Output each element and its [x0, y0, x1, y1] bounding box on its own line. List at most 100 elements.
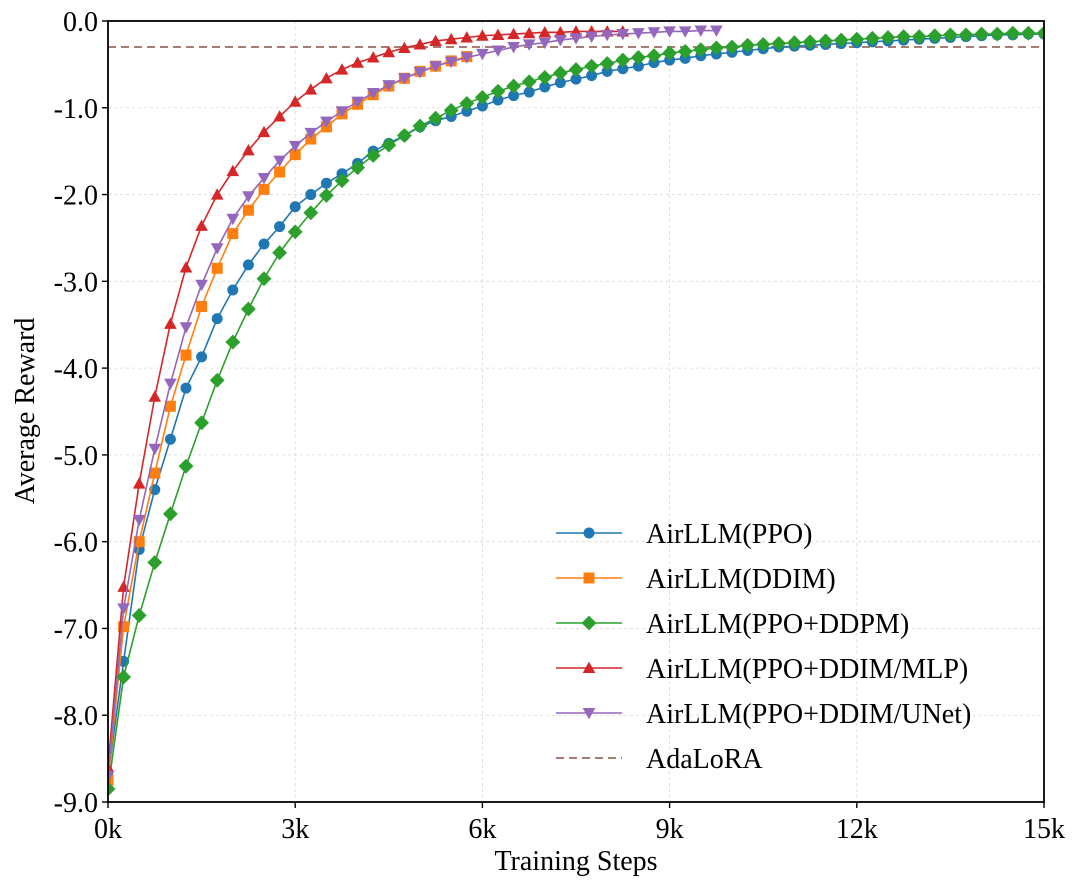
data-point: [632, 28, 645, 40]
data-point: [118, 621, 130, 633]
x-tick-label: 3k: [281, 814, 309, 845]
data-point: [724, 39, 740, 55]
legend-entry: AirLLM(DDIM): [556, 564, 836, 595]
data-point: [568, 62, 584, 78]
data-point: [444, 32, 458, 45]
data-point: [880, 30, 896, 45]
x-axis-label: Training Steps: [494, 846, 657, 877]
data-point: [164, 317, 177, 329]
data-point: [133, 536, 145, 548]
data-point: [242, 191, 255, 203]
data-point: [771, 36, 787, 51]
data-point: [227, 284, 239, 296]
legend-marker: [581, 615, 597, 631]
data-point: [225, 334, 241, 350]
data-point: [677, 43, 693, 59]
data-point: [305, 189, 317, 201]
legend-entry: AirLLM(PPO+DDPM): [556, 609, 909, 640]
data-point: [849, 31, 865, 47]
data-point: [429, 34, 442, 47]
data-point: [272, 245, 288, 261]
data-point: [615, 52, 631, 68]
series-airllm-ppo-ddim-mlp: [108, 25, 630, 773]
data-point: [678, 26, 692, 38]
data-point: [522, 39, 536, 51]
data-point: [459, 96, 475, 111]
data-point: [974, 26, 990, 42]
data-point: [195, 219, 208, 231]
legend-entry: AirLLM(PPO): [556, 519, 812, 550]
data-point: [164, 400, 176, 412]
data-point: [398, 41, 411, 53]
data-point: [958, 27, 974, 43]
data-point: [646, 48, 662, 64]
x-tick-label: 6k: [468, 814, 496, 845]
data-point: [117, 603, 130, 615]
data-point: [257, 173, 271, 185]
data-point: [429, 61, 442, 73]
legend: AirLLM(PPO) AirLLM(DDIM) AirLLM(PPO+DDPM) A…: [556, 519, 971, 775]
data-point: [569, 33, 583, 45]
data-point: [132, 514, 146, 527]
legend-label: AirLLM(PPO+DDIM/MLP): [646, 654, 968, 685]
data-point: [474, 89, 490, 105]
data-point: [539, 81, 551, 93]
data-point: [710, 25, 723, 37]
data-point: [351, 96, 364, 109]
legend-marker: [582, 661, 596, 674]
data-point: [365, 148, 381, 163]
data-point: [304, 127, 318, 140]
data-point: [335, 63, 349, 75]
data-point: [398, 73, 411, 85]
data-point: [147, 555, 163, 570]
data-point: [382, 80, 396, 92]
y-tick-label: -9.0: [54, 788, 98, 819]
data-point: [194, 415, 210, 431]
legend-label: AirLLM(PPO+DDPM): [646, 609, 909, 640]
data-point: [476, 29, 489, 41]
data-point: [382, 45, 396, 58]
data-point: [601, 65, 613, 77]
y-tick-label: -5.0: [54, 441, 98, 472]
data-point: [538, 25, 552, 38]
data-point: [334, 173, 350, 189]
data-point: [1005, 25, 1021, 41]
data-point: [256, 271, 272, 287]
data-point: [108, 781, 116, 797]
x-tick-label: 9k: [656, 814, 684, 845]
data-point: [351, 56, 364, 68]
data-point: [179, 261, 193, 273]
y-axis: 0.0 -1.0 -2.0 -3.0 -4.0 -5.0 -6.0 -7.0 -8.0 -9.0: [54, 7, 108, 819]
data-point: [476, 100, 488, 112]
data-point: [647, 27, 661, 39]
data-point: [460, 52, 474, 64]
data-point: [289, 201, 301, 213]
series-line: [108, 30, 623, 768]
data-point: [507, 41, 520, 54]
data-point: [274, 166, 286, 178]
data-point: [476, 48, 489, 61]
y-tick-label: -1.0: [54, 94, 98, 125]
data-point: [413, 67, 427, 79]
data-point: [210, 188, 224, 200]
data-point: [523, 86, 535, 98]
data-point: [552, 65, 568, 81]
data-point: [708, 40, 724, 56]
data-point: [444, 56, 458, 69]
data-point: [461, 105, 473, 117]
data-point: [148, 443, 162, 456]
data-point: [755, 37, 771, 52]
data-point: [585, 31, 598, 43]
data-point: [506, 78, 522, 94]
data-point: [833, 32, 849, 48]
data-point: [507, 27, 520, 40]
data-point: [522, 26, 536, 39]
data-point: [258, 238, 270, 250]
legend-marker: [583, 527, 595, 539]
data-point: [570, 73, 582, 85]
data-point: [663, 26, 676, 38]
data-point: [617, 63, 629, 75]
legend-marker: [582, 707, 596, 720]
data-point: [490, 83, 506, 99]
data-point: [289, 149, 301, 161]
